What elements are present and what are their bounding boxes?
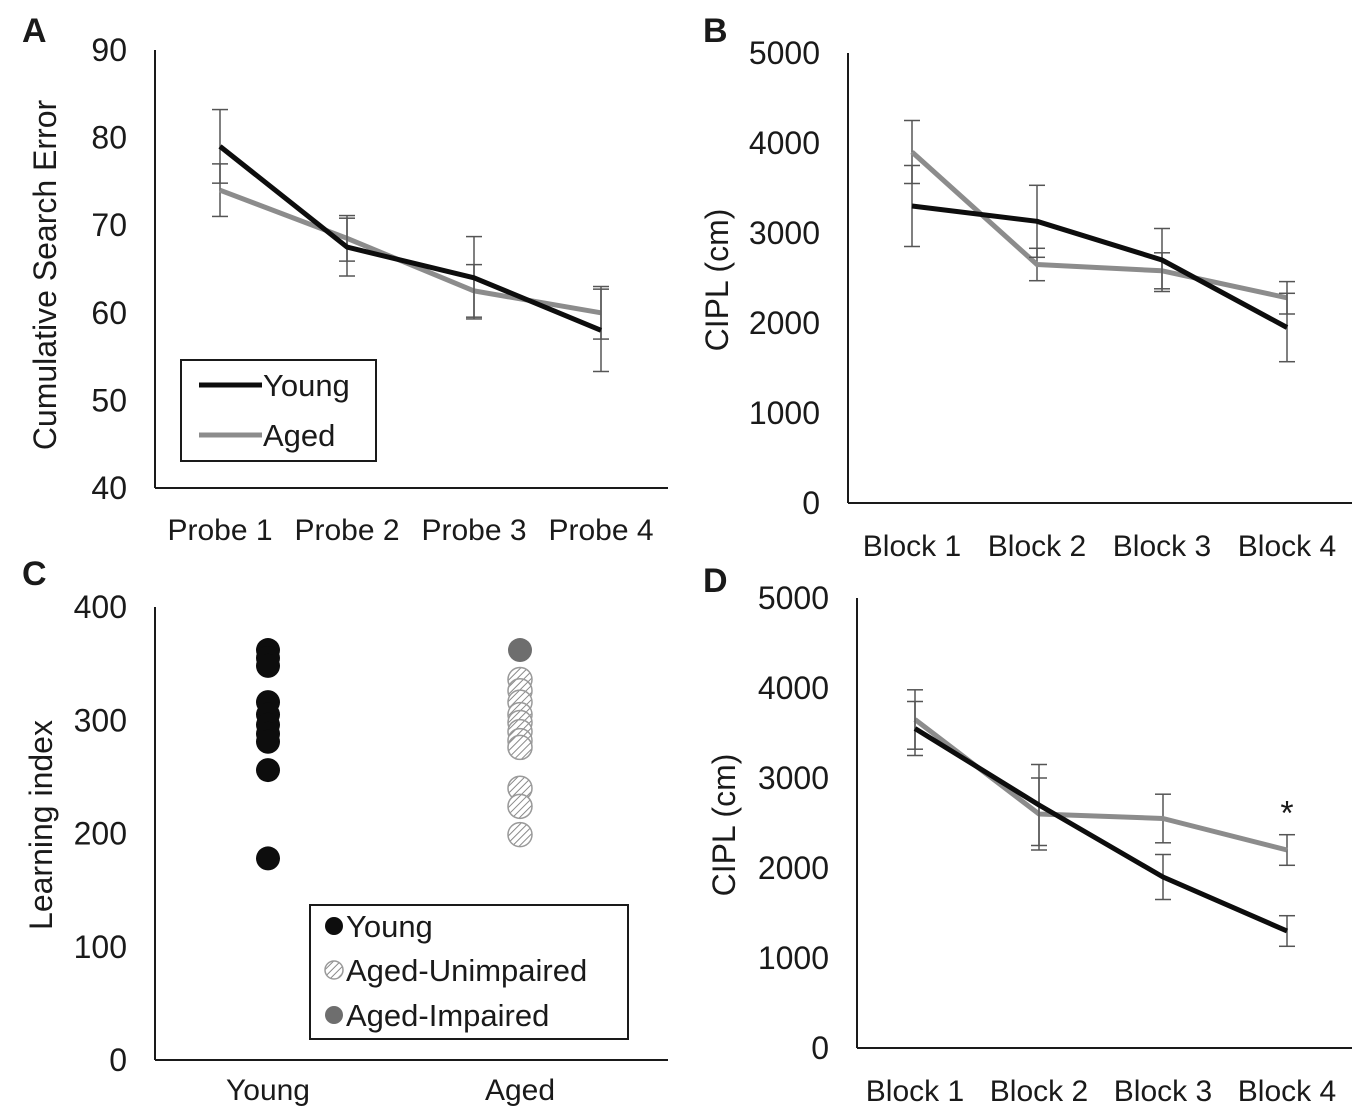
panel-b-y-tick-label: 4000 bbox=[749, 125, 820, 161]
panel-c-point-young bbox=[256, 846, 280, 871]
panel-a-plot-area: 40 50 60 70 80 90 Probe 1 Probe 2 Probe 3 Probe 4 bbox=[91, 32, 668, 547]
panel-d-x-category-label: Block 4 bbox=[1238, 1075, 1336, 1108]
panel-d-y-tick-label: 3000 bbox=[758, 760, 829, 796]
panel-c-y-axis-title: Learning index bbox=[23, 720, 59, 930]
panel-a-x-category-label: Probe 2 bbox=[294, 514, 399, 547]
panel-a-x-category-label: Probe 1 bbox=[167, 514, 272, 547]
panel-a-legend-label-aged: Aged bbox=[263, 418, 335, 453]
panel-c-legend-marker-young bbox=[325, 917, 343, 935]
panel-c-point-aged-unimpaired bbox=[507, 793, 533, 820]
panel-c-legend: Young Aged-Unimpaired Aged-Impaired bbox=[309, 904, 629, 1040]
panel-c-legend-label-aged-impaired: Aged-Impaired bbox=[346, 998, 549, 1033]
panel-a-y-tick-label: 70 bbox=[91, 207, 127, 243]
panel-a-y-tick-label: 50 bbox=[91, 382, 127, 418]
panel-d-young-series-line bbox=[913, 726, 1288, 934]
panel-d-x-category-label: Block 1 bbox=[866, 1075, 964, 1108]
panel-b-y-tick-label: 3000 bbox=[749, 215, 820, 251]
panel-a-young-series-line bbox=[218, 144, 602, 333]
panel-b-aged-series-line bbox=[910, 150, 1288, 301]
panel-b-plot-area: 0 1000 2000 3000 4000 5000 Block 1 Block 2 Block… bbox=[749, 35, 1352, 563]
panel-b-y-axis-title: CIPL (cm) bbox=[699, 209, 735, 352]
panel-d-y-tick-label: 1000 bbox=[758, 940, 829, 976]
panel-c-point-aged-unimpaired bbox=[507, 821, 533, 848]
panel-a-y-axis-title: Cumulative Search Error bbox=[27, 99, 63, 450]
panel-c-y-tick-label: 400 bbox=[74, 589, 127, 625]
panel-d-x-category-label: Block 3 bbox=[1114, 1075, 1212, 1108]
panel-c-x-category-label: Aged bbox=[485, 1074, 555, 1107]
panel-c-y-tick-label: 0 bbox=[109, 1042, 127, 1078]
panel-c-point-young bbox=[256, 758, 280, 783]
panel-d-y-tick-label: 0 bbox=[811, 1030, 829, 1066]
panel-b-x-category-label: Block 1 bbox=[863, 530, 961, 563]
panel-d-y-tick-label: 4000 bbox=[758, 670, 829, 706]
panel-a-y-tick-label: 60 bbox=[91, 295, 127, 331]
panel-a-x-category-label: Probe 4 bbox=[548, 514, 653, 547]
panel-c-legend-marker-aged-impaired bbox=[325, 1006, 343, 1024]
panel-b-x-category-label: Block 2 bbox=[988, 530, 1086, 563]
panel-a: A Cumulative Search Error 40 50 60 70 80 90 Pr… bbox=[22, 12, 668, 547]
panel-a-aged-series-line bbox=[219, 187, 602, 316]
panel-d-aged-series-line bbox=[913, 717, 1288, 853]
panel-d-letter: D bbox=[703, 562, 728, 600]
panel-a-legend: Young Aged bbox=[180, 359, 377, 462]
panel-b-letter: B bbox=[703, 12, 728, 50]
panel-b-young-series-line bbox=[911, 203, 1289, 330]
panel-c-legend-box bbox=[309, 904, 629, 1040]
panel-c-x-category-label: Young bbox=[226, 1074, 310, 1107]
panel-c-y-tick-label: 300 bbox=[74, 702, 127, 738]
panel-c-point-aged-impaired bbox=[508, 638, 532, 663]
panel-d-significance-annotation: * bbox=[1280, 795, 1293, 833]
panel-c-y-tick-label: 100 bbox=[74, 929, 127, 965]
panel-c-plot-area: 0 100 200 300 400 Young Aged bbox=[74, 589, 668, 1107]
panel-c-legend-marker-aged-unimpaired bbox=[324, 960, 344, 980]
panel-d-y-tick-label: 5000 bbox=[758, 580, 829, 616]
panel-b-y-tick-label: 0 bbox=[802, 485, 820, 521]
panel-c-y-tick-label: 200 bbox=[74, 816, 127, 852]
panel-d-plot-area: 0 1000 2000 3000 4000 5000 Block 1 Block 2 Block… bbox=[758, 580, 1352, 1108]
panel-a-y-tick-label: 90 bbox=[91, 32, 127, 68]
panel-b-x-category-label: Block 4 bbox=[1238, 530, 1336, 563]
panel-d-y-tick-label: 2000 bbox=[758, 850, 829, 886]
panel-a-y-tick-label: 80 bbox=[91, 120, 127, 156]
panel-d-y-axis-title: CIPL (cm) bbox=[706, 754, 742, 897]
panel-a-y-tick-label: 40 bbox=[91, 470, 127, 506]
panel-d: D CIPL (cm) 0 1000 2000 3000 4000 5000 Block 1… bbox=[703, 562, 1352, 1108]
panel-d-x-category-label: Block 2 bbox=[990, 1075, 1088, 1108]
panel-c-legend-label-aged-unimpaired: Aged-Unimpaired bbox=[346, 953, 587, 988]
panel-a-letter: A bbox=[22, 12, 47, 50]
panel-c-point-young bbox=[256, 729, 280, 754]
panel-c-letter: C bbox=[22, 555, 47, 593]
panel-a-legend-box bbox=[180, 359, 377, 462]
panel-b-y-tick-label: 1000 bbox=[749, 395, 820, 431]
panel-b-x-category-label: Block 3 bbox=[1113, 530, 1211, 563]
panel-c-legend-label-young: Young bbox=[346, 909, 433, 944]
panel-b-y-tick-label: 5000 bbox=[749, 35, 820, 71]
panel-c-point-aged-unimpaired bbox=[507, 734, 533, 761]
panel-a-legend-label-young: Young bbox=[263, 368, 350, 403]
panel-c-point-young bbox=[256, 653, 280, 678]
panel-b: B CIPL (cm) 0 1000 2000 3000 4000 5000 Block 1… bbox=[699, 12, 1352, 563]
panel-a-x-category-label: Probe 3 bbox=[421, 514, 526, 547]
panel-b-y-tick-label: 2000 bbox=[749, 305, 820, 341]
